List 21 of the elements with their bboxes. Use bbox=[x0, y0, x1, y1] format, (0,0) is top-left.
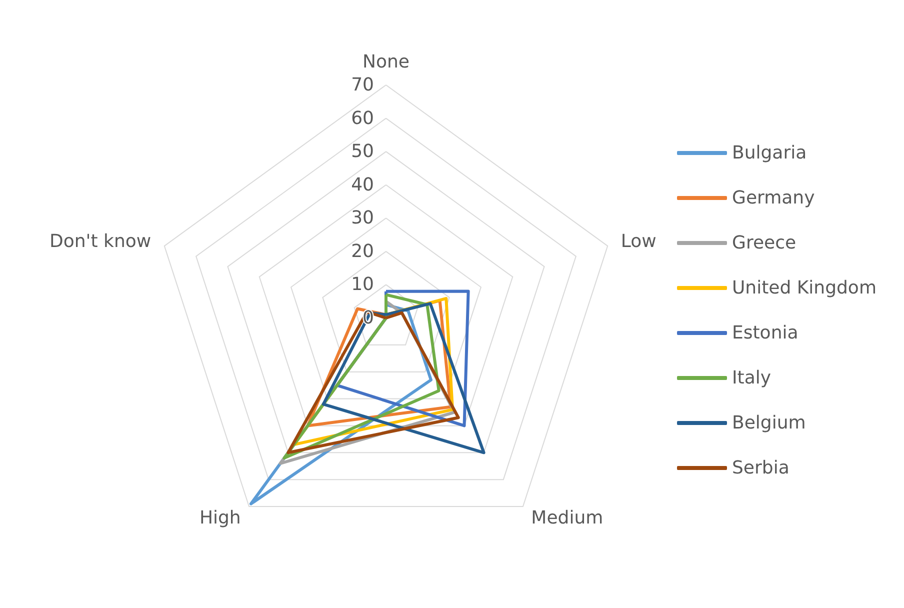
legend-label: Greece bbox=[732, 232, 796, 254]
spoke-label: High bbox=[199, 507, 241, 528]
y-tick-label: 50 bbox=[351, 141, 374, 162]
legend-label: Estonia bbox=[732, 322, 798, 344]
legend-label: United Kingdom bbox=[732, 278, 876, 298]
spoke-label: Low bbox=[620, 231, 656, 252]
legend-label: Bulgaria bbox=[732, 142, 807, 164]
y-tick-label: 40 bbox=[351, 174, 374, 196]
legend-label: Germany bbox=[732, 188, 816, 208]
y-tick-label: 70 bbox=[351, 74, 374, 96]
spoke-label: Medium bbox=[531, 507, 604, 528]
legend-label: Italy bbox=[732, 368, 772, 388]
legend-label: Serbia bbox=[732, 458, 790, 478]
legend-label: Belgium bbox=[732, 412, 806, 434]
y-tick-label: 10 bbox=[351, 274, 374, 296]
spoke-label: None bbox=[362, 52, 410, 72]
y-tick-label: 0 bbox=[362, 308, 374, 328]
y-tick-label: 20 bbox=[351, 240, 374, 262]
spoke-label: Don't know bbox=[50, 231, 152, 252]
y-tick-label: 30 bbox=[351, 208, 374, 229]
y-tick-label: 60 bbox=[351, 108, 374, 129]
